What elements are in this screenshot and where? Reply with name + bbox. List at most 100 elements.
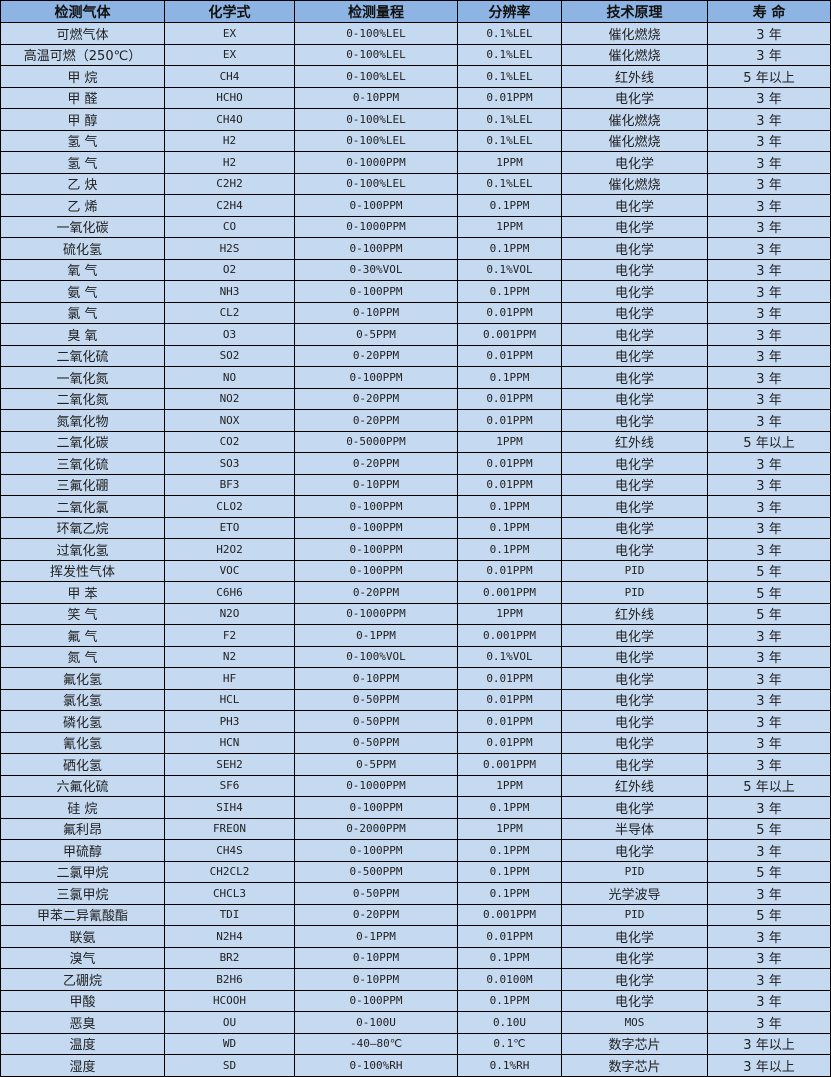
lifespan-cell: 3 年	[707, 344, 831, 367]
range-cell: 0-100%LEL	[294, 108, 458, 131]
range-cell: 0-100%LEL	[294, 129, 458, 152]
formula-cell: EX	[164, 22, 295, 45]
principle-cell: 电化学	[561, 86, 708, 109]
formula-cell: TDI	[164, 903, 295, 926]
principle-cell: 红外线	[561, 65, 708, 88]
formula-cell: CH4O	[164, 108, 295, 131]
gas-cell: 三氧化硫	[0, 452, 165, 475]
principle-cell: 电化学	[561, 946, 708, 969]
principle-cell: PID	[561, 860, 708, 883]
gas-cell: 甲苯二异氰酸酯	[0, 903, 165, 926]
principle-cell: 光学波导	[561, 882, 708, 905]
lifespan-cell: 3 年	[707, 688, 831, 711]
principle-cell: 电化学	[561, 731, 708, 754]
gas-cell: 氟利昂	[0, 817, 165, 840]
principle-cell: 电化学	[561, 645, 708, 668]
table-row: 一氧化碳 CO 0-1000PPM 1PPM 电化学 3 年	[0, 215, 831, 238]
table-row: 甲酸 HCOOH 0-100PPM 0.1PPM 电化学 3 年	[0, 989, 831, 1012]
header-range: 检测量程	[294, 0, 458, 23]
gas-cell: 氯 气	[0, 301, 165, 324]
range-cell: 0-100PPM	[294, 796, 458, 819]
lifespan-cell: 3 年	[707, 323, 831, 346]
resolution-cell: 0.01PPM	[457, 667, 562, 690]
resolution-cell: 0.1PPM	[457, 516, 562, 539]
table-row: 氮氧化物 NOX 0-20PPM 0.01PPM 电化学 3 年	[0, 409, 831, 432]
table-header-row: 检测气体 化学式 检测量程 分辨率 技术原理 寿 命	[0, 0, 831, 23]
principle-cell: 数字芯片	[561, 1032, 708, 1055]
table-row: 氮 气 N2 0-100%VOL 0.1%VOL 电化学 3 年	[0, 645, 831, 668]
range-cell: 0-100PPM	[294, 516, 458, 539]
range-cell: 0-100PPM	[294, 495, 458, 518]
formula-cell: CLO2	[164, 495, 295, 518]
formula-cell: O3	[164, 323, 295, 346]
resolution-cell: 0.1℃	[457, 1032, 562, 1055]
table-row: 硒化氢 SEH2 0-5PPM 0.001PPM 电化学 3 年	[0, 753, 831, 776]
principle-cell: 电化学	[561, 215, 708, 238]
principle-cell: 电化学	[561, 258, 708, 281]
formula-cell: NO2	[164, 387, 295, 410]
gas-cell: 甲硫醇	[0, 839, 165, 862]
formula-cell: CL2	[164, 301, 295, 324]
principle-cell: 催化燃烧	[561, 129, 708, 152]
formula-cell: BR2	[164, 946, 295, 969]
principle-cell: PID	[561, 559, 708, 582]
formula-cell: N2	[164, 645, 295, 668]
resolution-cell: 0.1%LEL	[457, 43, 562, 66]
gas-cell: 甲 醛	[0, 86, 165, 109]
range-cell: 0-1PPM	[294, 925, 458, 948]
lifespan-cell: 3 年	[707, 473, 831, 496]
formula-cell: CH2CL2	[164, 860, 295, 883]
formula-cell: CO	[164, 215, 295, 238]
formula-cell: ETO	[164, 516, 295, 539]
table-row: 甲 苯 C6H6 0-20PPM 0.001PPM PID 5 年	[0, 581, 831, 604]
resolution-cell: 1PPM	[457, 817, 562, 840]
principle-cell: 电化学	[561, 323, 708, 346]
range-cell: 0-100%LEL	[294, 65, 458, 88]
lifespan-cell: 5 年	[707, 817, 831, 840]
formula-cell: O2	[164, 258, 295, 281]
gas-cell: 可燃气体	[0, 22, 165, 45]
lifespan-cell: 3 年	[707, 22, 831, 45]
range-cell: 0-100%LEL	[294, 43, 458, 66]
range-cell: 0-100PPM	[294, 559, 458, 582]
resolution-cell: 0.1PPM	[457, 946, 562, 969]
table-row: 氯 气 CL2 0-10PPM 0.01PPM 电化学 3 年	[0, 301, 831, 324]
lifespan-cell: 3 年	[707, 108, 831, 131]
table-row: 硫化氢 H2S 0-100PPM 0.1PPM 电化学 3 年	[0, 237, 831, 260]
lifespan-cell: 3 年	[707, 86, 831, 109]
lifespan-cell: 3 年	[707, 258, 831, 281]
principle-cell: 电化学	[561, 796, 708, 819]
lifespan-cell: 3 年以上	[707, 1032, 831, 1055]
formula-cell: HCHO	[164, 86, 295, 109]
lifespan-cell: 3 年	[707, 796, 831, 819]
lifespan-cell: 3 年	[707, 387, 831, 410]
table-row: 恶臭 OU 0-100U 0.10U MOS 3 年	[0, 1011, 831, 1034]
gas-cell: 二氧化碳	[0, 430, 165, 453]
resolution-cell: 0.1PPM	[457, 538, 562, 561]
table-row: 挥发性气体 VOC 0-100PPM 0.01PPM PID 5 年	[0, 559, 831, 582]
lifespan-cell: 5 年	[707, 903, 831, 926]
resolution-cell: 0.1PPM	[457, 882, 562, 905]
lifespan-cell: 3 年	[707, 43, 831, 66]
principle-cell: 电化学	[561, 452, 708, 475]
lifespan-cell: 3 年	[707, 495, 831, 518]
table-row: 乙硼烷 B2H6 0-10PPM 0.0100M 电化学 3 年	[0, 968, 831, 991]
resolution-cell: 0.1PPM	[457, 860, 562, 883]
formula-cell: CH4	[164, 65, 295, 88]
formula-cell: EX	[164, 43, 295, 66]
lifespan-cell: 3 年	[707, 237, 831, 260]
gas-cell: 二氧化氮	[0, 387, 165, 410]
principle-cell: 电化学	[561, 968, 708, 991]
table-row: 一氧化氮 NO 0-100PPM 0.1PPM 电化学 3 年	[0, 366, 831, 389]
principle-cell: 电化学	[561, 473, 708, 496]
table-row: 二氯甲烷 CH2CL2 0-500PPM 0.1PPM PID 5 年	[0, 860, 831, 883]
lifespan-cell: 3 年	[707, 645, 831, 668]
principle-cell: 电化学	[561, 624, 708, 647]
range-cell: 0-50PPM	[294, 710, 458, 733]
table-row: 氢 气 H2 0-100%LEL 0.1%LEL 催化燃烧 3 年	[0, 129, 831, 152]
range-cell: 0-10PPM	[294, 667, 458, 690]
resolution-cell: 0.1PPM	[457, 280, 562, 303]
principle-cell: 电化学	[561, 366, 708, 389]
gas-cell: 硒化氢	[0, 753, 165, 776]
